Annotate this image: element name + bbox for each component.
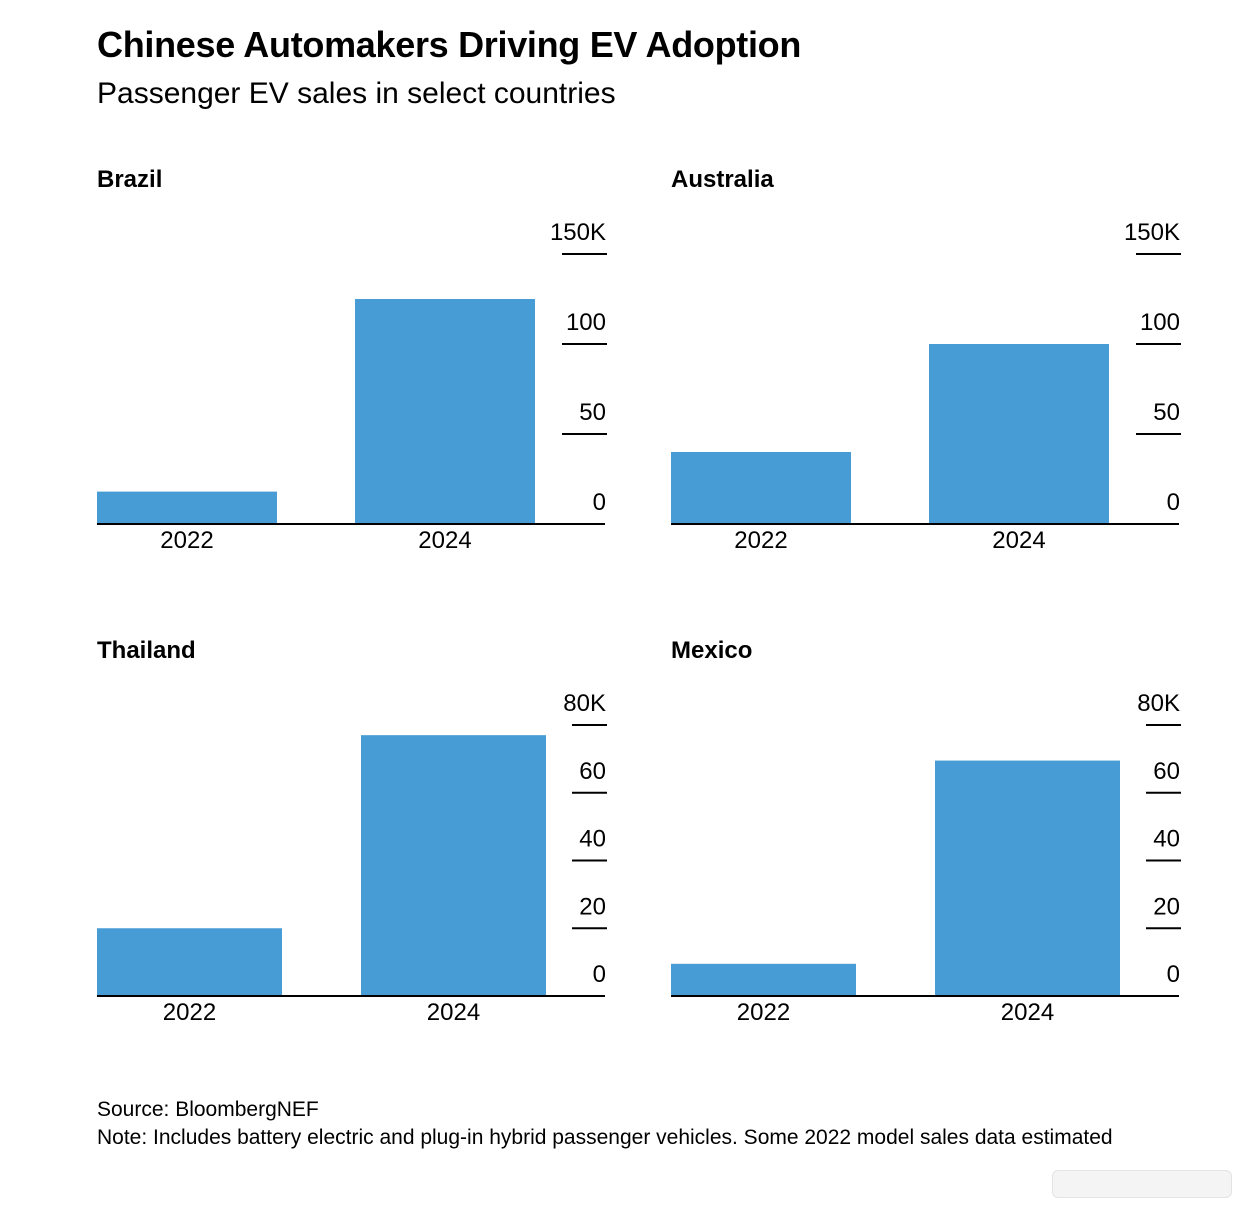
chart-subtitle: Passenger EV sales in select countries [97,77,616,110]
thailand-y-tick-label-80: 80K [563,690,606,717]
brazil-category-label-2024: 2024 [418,527,471,554]
australia-category-label-2022: 2022 [734,527,787,554]
mexico-y-tick-label-40: 40 [1153,826,1180,853]
footnote: Note: Includes battery electric and plug… [97,1126,1113,1149]
thailand-y-tick-label-0: 0 [593,961,606,988]
source-note: Source: BloombergNEF [97,1098,319,1121]
thailand-y-tick-label-40: 40 [579,826,606,853]
panel-title-australia: Australia [671,166,774,193]
thailand-bar-2024 [361,735,546,996]
mexico-y-tick-label-80: 80K [1137,690,1180,717]
brazil-y-tick-label-100: 100 [566,309,606,336]
mexico-y-tick-label-60: 60 [1153,758,1180,785]
brazil-category-label-2022: 2022 [160,527,213,554]
australia-category-label-2024: 2024 [992,527,1045,554]
australia-bar-2024 [929,344,1109,524]
panel-title-brazil: Brazil [97,166,163,193]
thailand-category-label-2024: 2024 [427,999,480,1026]
mexico-y-tick-label-20: 20 [1153,893,1180,920]
mexico-bar-2024 [935,760,1120,996]
brazil-y-tick-label-0: 0 [593,489,606,516]
australia-y-tick-label-100: 100 [1140,309,1180,336]
panel-title-thailand: Thailand [97,637,196,664]
mexico-y-tick-label-0: 0 [1167,961,1180,988]
brazil-bar-2024 [355,299,535,524]
australia-bar-2022 [671,452,851,524]
australia-y-tick-label-50: 50 [1153,399,1180,426]
horizontal-scroll-thumb[interactable] [1052,1170,1232,1198]
panel-title-mexico: Mexico [671,637,753,664]
mexico-category-label-2022: 2022 [737,999,790,1026]
brazil-y-tick-label-150: 150K [550,219,606,246]
thailand-y-tick-label-20: 20 [579,893,606,920]
australia-y-tick-label-150: 150K [1124,219,1180,246]
thailand-bar-2022 [97,928,282,996]
australia-y-tick-label-0: 0 [1167,489,1180,516]
chart-title: Chinese Automakers Driving EV Adoption [97,24,802,65]
thailand-category-label-2022: 2022 [163,999,216,1026]
mexico-bar-2022 [671,963,856,996]
footer: Source: BloombergNEF Note: Includes batt… [97,1096,1177,1152]
brazil-y-tick-label-50: 50 [579,399,606,426]
brazil-bar-2022 [97,491,277,524]
thailand-y-tick-label-60: 60 [579,758,606,785]
mexico-category-label-2024: 2024 [1001,999,1054,1026]
